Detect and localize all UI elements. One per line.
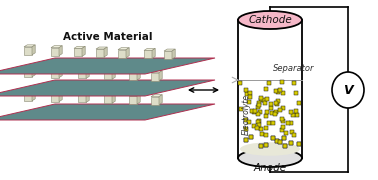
Polygon shape xyxy=(0,80,215,96)
Text: Separator: Separator xyxy=(273,64,314,73)
Polygon shape xyxy=(129,96,137,104)
Text: Anode: Anode xyxy=(253,163,287,173)
Polygon shape xyxy=(0,104,215,120)
Polygon shape xyxy=(51,70,59,78)
Polygon shape xyxy=(159,71,162,81)
Polygon shape xyxy=(59,92,62,102)
Polygon shape xyxy=(24,47,32,55)
Ellipse shape xyxy=(240,142,300,156)
Polygon shape xyxy=(104,95,112,103)
Polygon shape xyxy=(129,70,140,72)
Polygon shape xyxy=(74,46,85,48)
Polygon shape xyxy=(151,71,162,73)
Polygon shape xyxy=(118,50,126,58)
Polygon shape xyxy=(104,69,115,71)
Polygon shape xyxy=(112,69,115,79)
Polygon shape xyxy=(0,58,215,74)
Ellipse shape xyxy=(238,149,302,167)
Polygon shape xyxy=(129,94,140,96)
Polygon shape xyxy=(51,94,59,102)
Polygon shape xyxy=(96,49,104,57)
Polygon shape xyxy=(151,95,162,97)
Polygon shape xyxy=(129,72,137,80)
Text: V: V xyxy=(343,84,353,96)
Polygon shape xyxy=(51,92,62,94)
Polygon shape xyxy=(164,51,172,59)
Polygon shape xyxy=(78,94,86,102)
Polygon shape xyxy=(32,45,35,55)
Polygon shape xyxy=(96,47,107,49)
Ellipse shape xyxy=(332,72,364,108)
Polygon shape xyxy=(78,70,86,78)
Polygon shape xyxy=(151,97,159,105)
Polygon shape xyxy=(24,45,35,47)
Polygon shape xyxy=(78,93,89,94)
Bar xyxy=(238,20,302,158)
Polygon shape xyxy=(104,47,107,57)
Polygon shape xyxy=(32,67,35,77)
Polygon shape xyxy=(112,93,115,103)
Polygon shape xyxy=(86,68,89,78)
Polygon shape xyxy=(24,69,32,77)
Polygon shape xyxy=(24,91,35,93)
Polygon shape xyxy=(24,93,32,101)
Polygon shape xyxy=(59,46,62,56)
Polygon shape xyxy=(144,50,152,58)
Polygon shape xyxy=(51,68,62,70)
Polygon shape xyxy=(172,49,175,59)
Ellipse shape xyxy=(238,11,302,29)
Polygon shape xyxy=(164,49,175,51)
Polygon shape xyxy=(104,71,112,79)
Polygon shape xyxy=(137,70,140,80)
Polygon shape xyxy=(86,93,89,102)
Polygon shape xyxy=(32,91,35,101)
Polygon shape xyxy=(144,48,155,50)
Polygon shape xyxy=(104,93,115,95)
Polygon shape xyxy=(51,48,59,56)
Polygon shape xyxy=(74,48,82,56)
Polygon shape xyxy=(82,46,85,56)
Polygon shape xyxy=(51,46,62,48)
Polygon shape xyxy=(152,48,155,58)
Polygon shape xyxy=(118,48,129,50)
Polygon shape xyxy=(151,73,159,81)
Polygon shape xyxy=(24,67,35,69)
Text: Active Material: Active Material xyxy=(63,32,153,42)
Polygon shape xyxy=(159,95,162,105)
Polygon shape xyxy=(137,94,140,104)
Text: Electrolyte: Electrolyte xyxy=(242,93,251,135)
Text: Cathode: Cathode xyxy=(248,15,292,24)
Polygon shape xyxy=(126,48,129,58)
Polygon shape xyxy=(59,68,62,78)
Polygon shape xyxy=(78,68,89,70)
